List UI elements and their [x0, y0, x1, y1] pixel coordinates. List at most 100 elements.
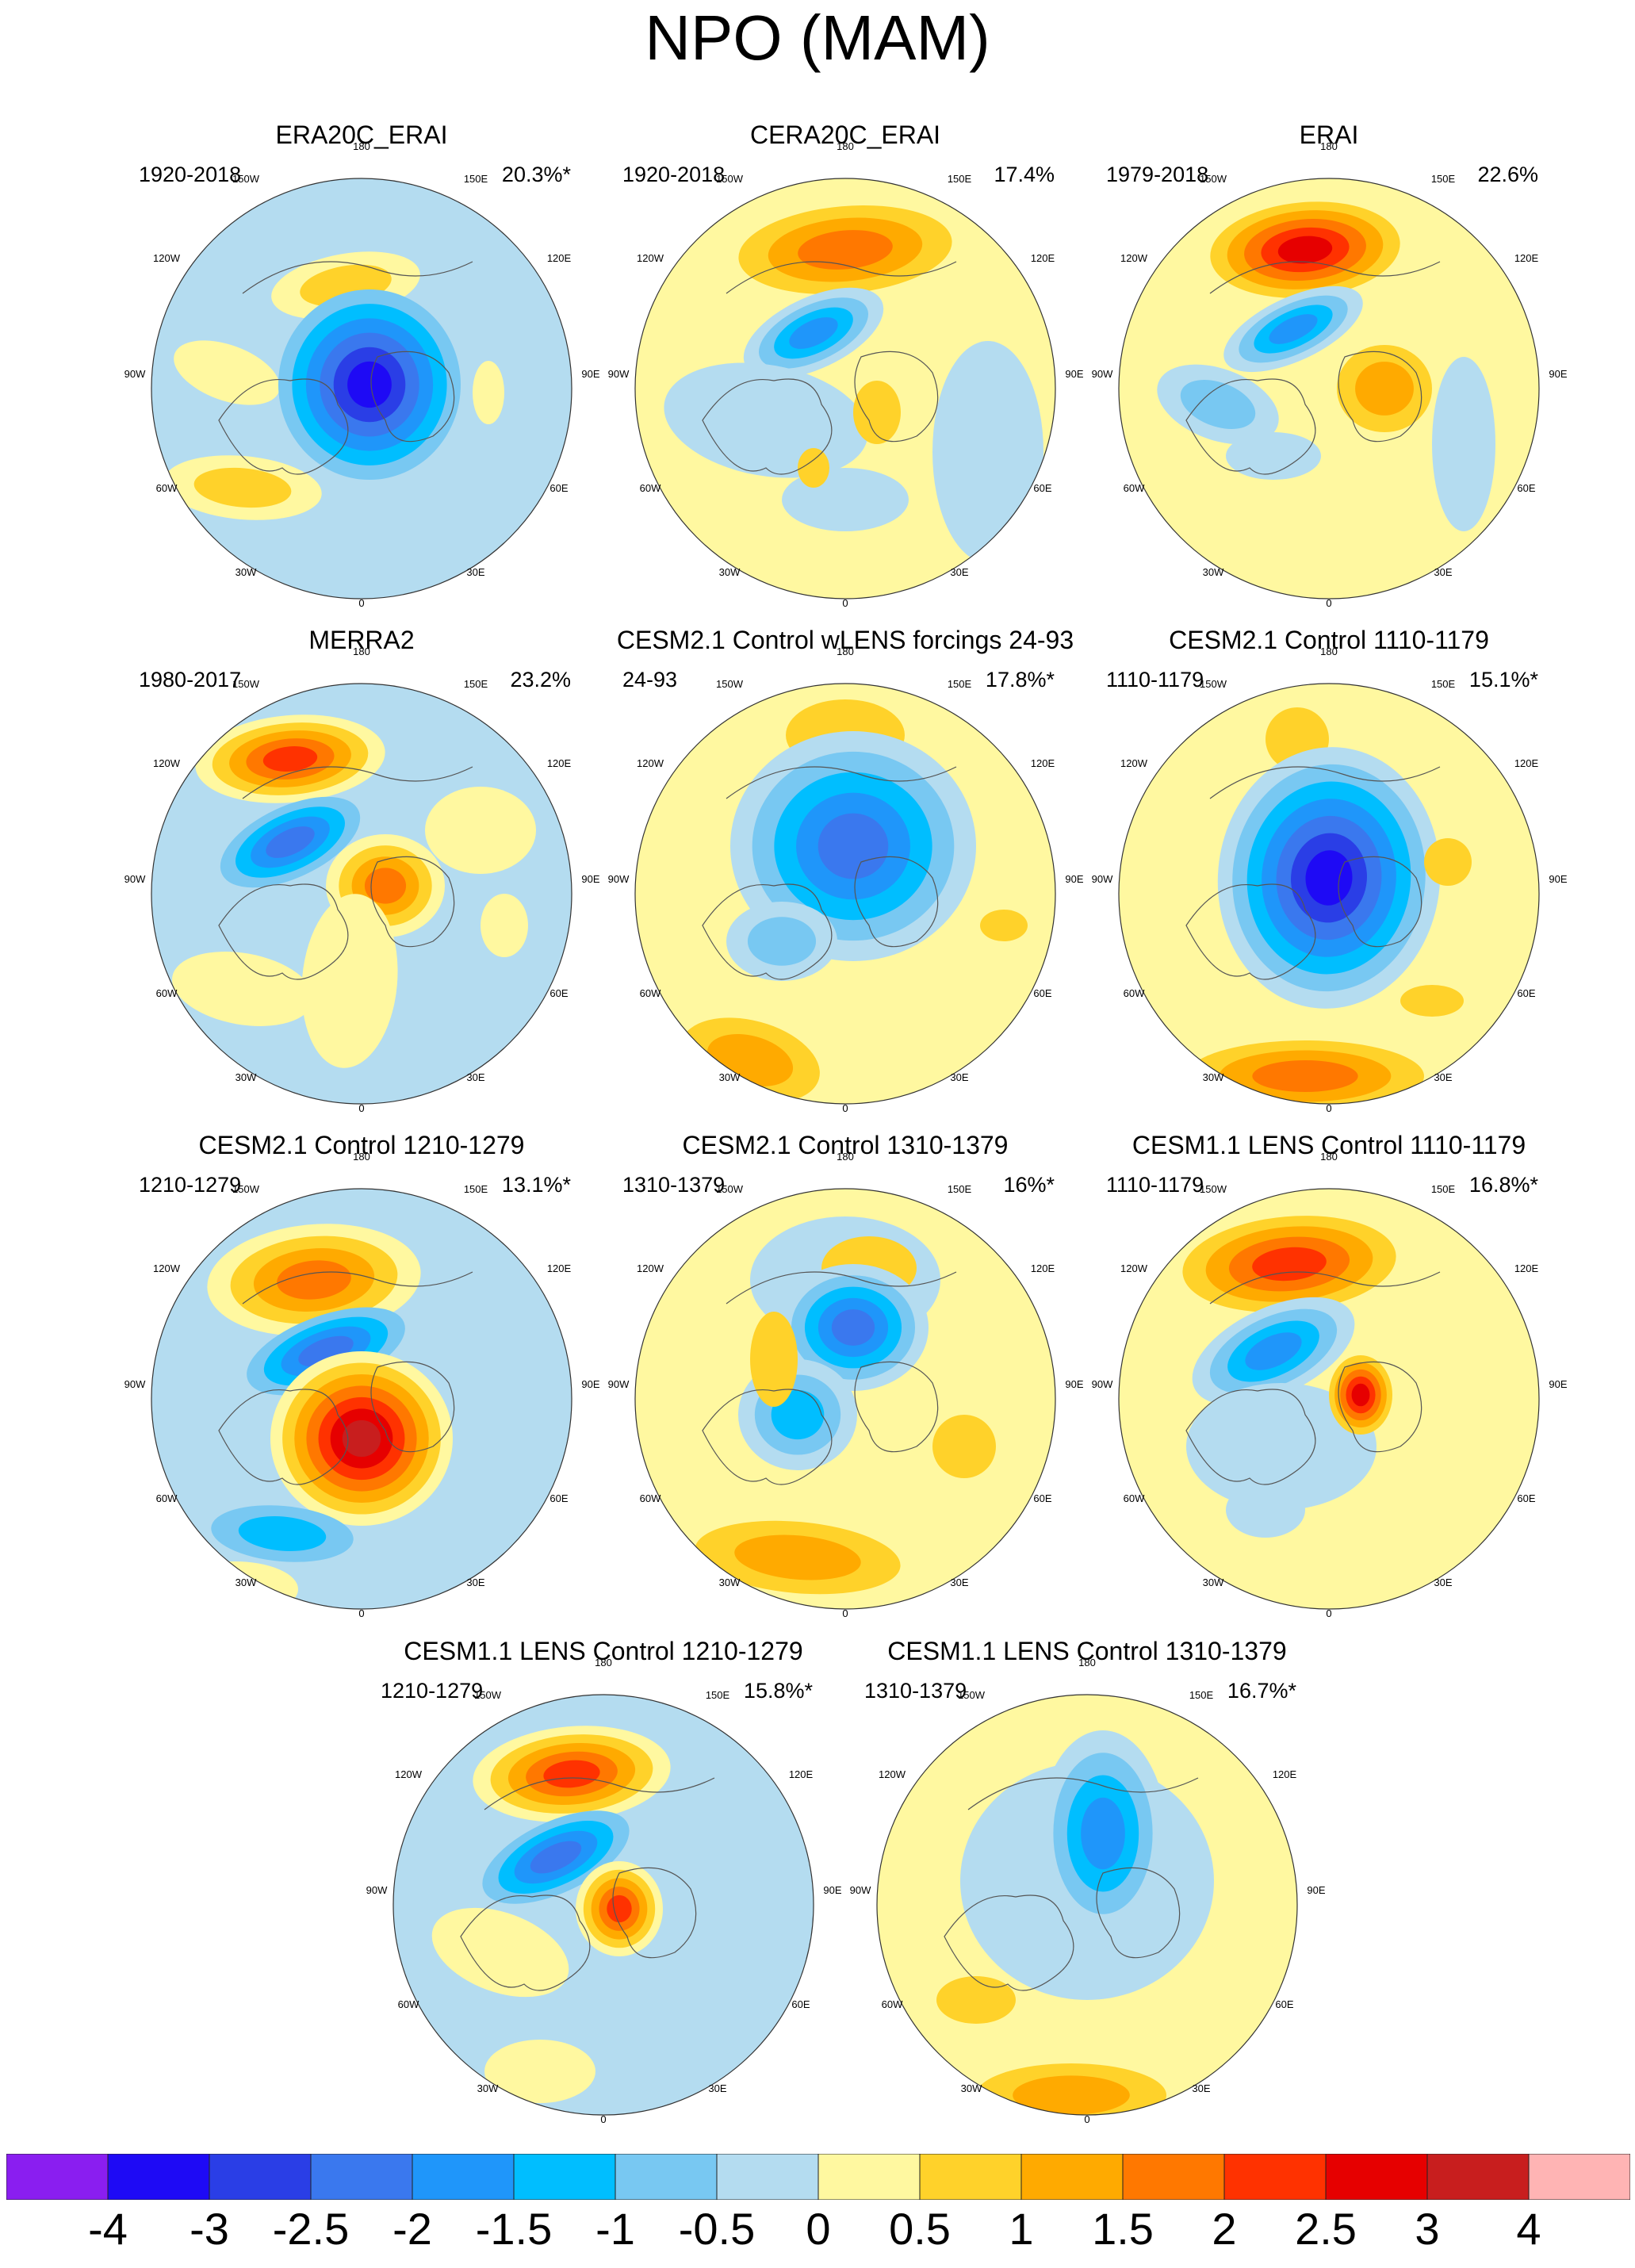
longitude-label: 180: [353, 1151, 370, 1163]
longitude-label: 120W: [153, 1262, 181, 1274]
panel-variance-percent: 13.1%*: [501, 1173, 571, 1197]
polar-map: 180 150E 120E 90E 60E 30E 0 30W 60W 90W 120W 150W: [608, 140, 1084, 609]
positive-anomaly: [193, 467, 292, 508]
colorbar-segment: [107, 2154, 210, 2200]
negative-anomaly: [298, 1335, 354, 1367]
panel-variance-percent: 16.8%*: [1468, 1173, 1538, 1197]
longitude-label: 150W: [1200, 1183, 1227, 1195]
polar-map: 180 150E 120E 90E 60E 30E 0 30W 60W 90W 120W 150W: [608, 646, 1084, 1114]
longitude-label: 90W: [608, 368, 630, 380]
map-panel: 180 150E 120E 90E 60E 30E 0 30W 60W 90W 120W 150W CE…: [603, 119, 1088, 626]
polar-map: 180 150E 120E 90E 60E 30E 0 30W 60W 90W 120W 150W: [124, 1151, 600, 1619]
longitude-label: 120W: [637, 1262, 664, 1274]
figure-title: NPO (MAM): [645, 2, 990, 73]
negative-anomaly: [1305, 850, 1353, 906]
positive-anomaly: [301, 894, 398, 1068]
longitude-label: 120E: [1031, 252, 1055, 264]
longitude-label: 30E: [1434, 566, 1452, 578]
colorbar-tick-label: 3: [1415, 2204, 1440, 2254]
coastline: [1185, 261, 1441, 475]
panel-period: 1110-1179: [1106, 668, 1204, 692]
map-panel: 180 150E 120E 90E 60E 30E 0 30W 60W 90W 120W 150W ME…: [119, 624, 604, 1132]
panel-variance-percent: 16.7%*: [1227, 1679, 1296, 1703]
longitude-label: 90E: [1549, 873, 1567, 885]
longitude-label: 150W: [716, 678, 744, 690]
longitude-label: 150E: [1431, 678, 1456, 690]
longitude-label: 120E: [547, 757, 572, 769]
polar-map: 180 150E 120E 90E 60E 30E 0 30W 60W 90W 120W 150W: [608, 1151, 1084, 1619]
panel-variance-percent: 22.6%: [1477, 163, 1538, 186]
coastline: [218, 766, 473, 980]
longitude-label: 30E: [466, 1071, 484, 1083]
longitude-label: 180: [837, 140, 854, 152]
positive-anomaly: [798, 230, 893, 270]
panel-title: ERA20C_ERAI: [275, 121, 448, 149]
positive-anomaly: [1277, 236, 1333, 264]
longitude-label: 90W: [1092, 368, 1113, 380]
longitude-label: 30W: [719, 566, 741, 578]
longitude-label: 90W: [124, 873, 146, 885]
longitude-label: 180: [837, 646, 854, 657]
panel-title: MERRA2: [308, 626, 415, 654]
longitude-label: 180: [1320, 646, 1338, 657]
map-panel: 180 150E 120E 90E 60E 30E 0 30W 60W 90W 120W 150W CE…: [361, 1635, 846, 2143]
colorbar-segment: [310, 2154, 413, 2200]
longitude-label: 150W: [1200, 678, 1227, 690]
longitude-label: 0: [842, 597, 848, 609]
positive-anomaly: [484, 2040, 595, 2103]
colorbar-segment: [1528, 2154, 1630, 2200]
panel-title: CESM1.1 LENS Control 1110-1179: [1131, 1131, 1526, 1159]
colorbar-segment: [716, 2154, 819, 2200]
longitude-label: 120W: [153, 252, 181, 264]
longitude-label: 0: [358, 1607, 364, 1619]
panel-title: CESM2.1 Control 1110-1179: [1169, 626, 1489, 654]
longitude-label: 30W: [1203, 1576, 1224, 1588]
longitude-label: 60W: [1124, 1492, 1145, 1504]
longitude-label: 60E: [1275, 1998, 1293, 2010]
longitude-label: 60E: [549, 482, 568, 494]
negative-anomaly: [1245, 1332, 1302, 1370]
panel-period: 1920-2018: [139, 163, 242, 186]
coastline: [702, 766, 957, 980]
colorbar-segment: [412, 2154, 515, 2200]
longitude-label: 120W: [879, 1768, 906, 1780]
longitude-label: 30E: [950, 566, 968, 578]
panel-period: 24-93: [622, 668, 678, 692]
longitude-label: 60W: [398, 1998, 419, 2010]
longitude-label: 0: [1326, 1102, 1331, 1114]
longitude-label: 0: [1326, 597, 1331, 609]
colorbar-tick-label: -3: [190, 2204, 229, 2254]
colorbar-tick-label: -1.5: [475, 2204, 553, 2254]
longitude-label: 90W: [608, 873, 630, 885]
map-panel: 180 150E 120E 90E 60E 30E 0 30W 60W 90W 120W 150W CE…: [844, 1635, 1330, 2143]
polar-map: 180 150E 120E 90E 60E 30E 0 30W 60W 90W 120W 150W: [124, 140, 600, 609]
longitude-label: 150E: [948, 1183, 972, 1195]
coastline: [702, 261, 957, 475]
panel-period: 1979-2018: [1106, 163, 1209, 186]
longitude-label: 30W: [235, 566, 257, 578]
longitude-label: 90E: [581, 368, 599, 380]
panel-variance-percent: 16%*: [1003, 1173, 1055, 1197]
panel-title: CESM2.1 Control 1210-1279: [198, 1131, 525, 1159]
panel-variance-percent: 17.4%: [994, 163, 1055, 186]
colorbar-tick-label: -4: [88, 2204, 128, 2254]
longitude-label: 120E: [1273, 1768, 1297, 1780]
colorbar-segment: [1122, 2154, 1225, 2200]
longitude-label: 90E: [581, 1378, 599, 1390]
longitude-label: 30E: [466, 1576, 484, 1588]
panel-period: 1310-1379: [864, 1679, 967, 1703]
map-panel: 180 150E 120E 90E 60E 30E 0 30W 60W 90W 120W 150W CE…: [1086, 624, 1572, 1132]
longitude-label: 180: [1078, 1657, 1096, 1668]
longitude-label: 180: [837, 1151, 854, 1163]
longitude-label: 0: [358, 1102, 364, 1114]
colorbar-tick-label: 0: [806, 2204, 831, 2254]
polar-map: 180 150E 120E 90E 60E 30E 0 30W 60W 90W 120W 150W: [124, 646, 600, 1114]
positive-anomaly: [1424, 838, 1472, 886]
longitude-label: 60W: [1124, 987, 1145, 999]
panel-variance-percent: 17.8%*: [985, 668, 1055, 692]
longitude-label: 120W: [1120, 1262, 1148, 1274]
colorbar-segment: [1223, 2154, 1327, 2200]
longitude-label: 150E: [706, 1689, 730, 1701]
panel-period: 1210-1279: [381, 1679, 484, 1703]
positive-anomaly: [932, 1415, 996, 1478]
